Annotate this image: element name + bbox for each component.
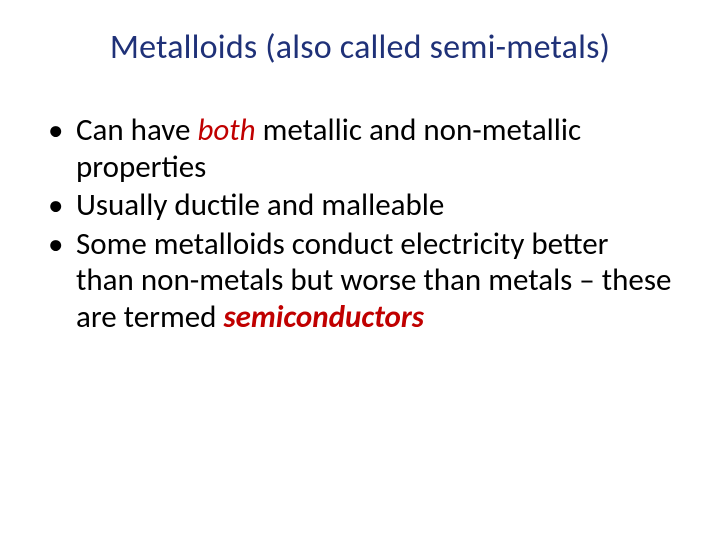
slide-title: Metalloids (also called semi-metals) [48,28,672,68]
bullet-text: Can have [76,111,197,149]
bullet-item: Can have both metallic and non-metallic … [48,112,672,185]
bullet-item: Some metalloids conduct electricity bett… [48,226,672,336]
bullet-list: Can have both metallic and non-metallic … [48,112,672,335]
bullet-emphasis: both [197,111,255,149]
bullet-item: Usually ductile and malleable [48,187,672,224]
bullet-term: semiconductors [223,298,424,336]
slide: Metalloids (also called semi-metals) Can… [0,0,720,540]
bullet-text: Usually ductile and malleable [76,186,444,224]
